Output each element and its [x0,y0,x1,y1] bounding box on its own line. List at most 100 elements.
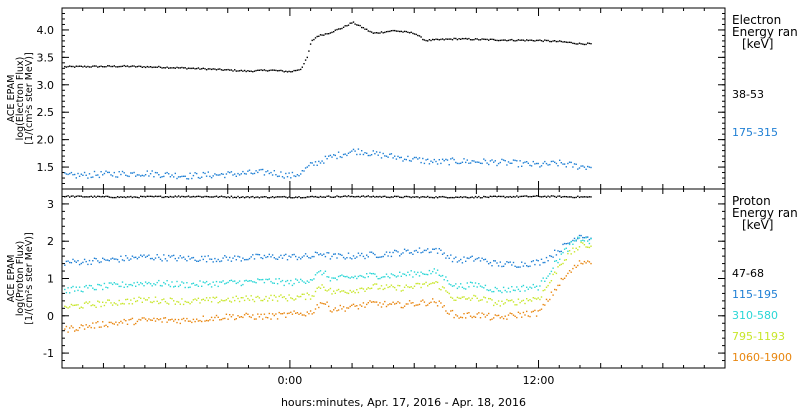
data-point [377,278,379,280]
data-point [339,253,341,256]
data-point [493,304,495,307]
data-point [501,158,503,161]
data-point [423,39,426,41]
data-point [418,157,421,159]
data-point [535,195,538,197]
data-point [346,275,348,278]
data-point [512,289,515,291]
data-point [486,301,488,303]
data-point [366,303,368,306]
data-point [461,196,464,199]
data-point [184,258,186,260]
data-point [164,317,167,319]
data-point [258,197,261,199]
data-point [102,301,104,303]
data-point [69,172,71,175]
data-point [133,282,135,284]
data-point [455,196,457,198]
data-point [189,286,191,288]
data-point [189,67,191,70]
data-point [209,196,211,198]
data-point [552,40,554,42]
data-point [288,312,290,314]
data-point [301,170,303,172]
data-point [507,314,510,316]
data-point [123,259,125,262]
data-point [403,158,406,160]
data-point [192,256,195,259]
data-point [384,300,386,303]
data-point [517,311,520,313]
data-point [151,66,153,69]
data-point [95,174,97,176]
data-point [110,196,112,199]
data-point [524,302,526,305]
data-point [217,258,219,261]
data-point [456,315,459,317]
data-point [105,66,107,68]
data-point [545,196,548,198]
data-point [189,196,191,198]
data-point [427,158,429,160]
data-point [174,285,176,287]
data-point [234,299,236,302]
data-point [415,33,417,36]
data-point [263,69,266,71]
data-point [159,318,162,320]
data-point [433,39,435,41]
data-point [377,196,379,198]
data-point [250,70,252,72]
data-point [417,271,419,274]
data-point [138,318,140,321]
data-point [123,196,125,198]
data-point [77,195,79,197]
data-point [547,164,549,166]
data-point [471,282,473,284]
data-point [253,300,256,303]
data-point [217,196,219,198]
data-point [410,31,412,33]
data-point [271,69,274,71]
data-point [455,283,457,285]
data-point [389,303,391,305]
data-point [512,195,515,198]
data-point [537,297,539,299]
data-point [428,163,431,165]
data-point [108,299,110,301]
data-point [400,156,402,159]
data-point [483,259,485,261]
data-point [336,257,338,259]
data-point [212,196,214,198]
data-point [364,152,366,154]
data-point [441,253,444,255]
legend-title: [keV] [742,218,773,232]
data-point [535,315,538,317]
data-point [217,285,219,288]
data-point [88,259,91,262]
data-point [260,168,262,171]
data-point [384,31,386,34]
data-point [148,281,150,284]
data-point [318,196,320,199]
data-point [192,318,195,321]
data-point [225,196,228,199]
data-point [255,69,257,72]
data-point [357,24,360,26]
data-point [509,261,511,263]
data-point [87,287,89,289]
data-point [400,290,402,292]
data-point [534,263,536,266]
data-point [585,168,587,170]
data-point [192,174,195,177]
data-point [240,260,242,262]
data-point [105,324,107,326]
data-point [499,261,501,263]
data-point [423,283,426,285]
data-point [234,173,236,175]
data-point [534,297,536,300]
data-point [415,304,417,306]
data-point [400,196,402,199]
data-point [265,171,267,173]
data-point [177,285,180,288]
data-point [337,195,340,198]
